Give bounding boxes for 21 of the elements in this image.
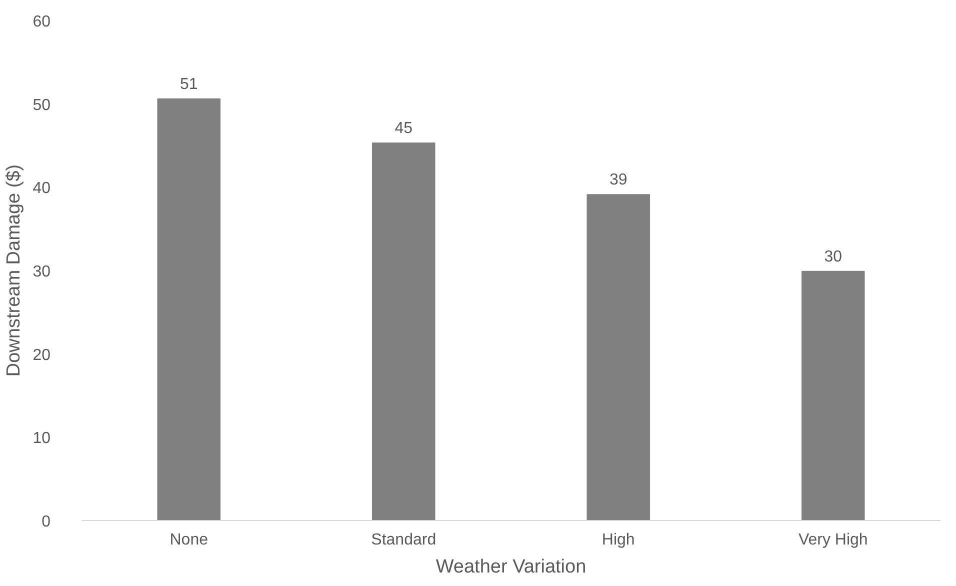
y-tick-label: 40 xyxy=(32,180,51,198)
x-tick-label: None xyxy=(170,532,208,548)
bar xyxy=(372,142,436,520)
y-tick-label: 60 xyxy=(32,14,51,30)
y-tick-label: 50 xyxy=(32,96,51,114)
x-tick-label: High xyxy=(602,532,635,548)
bar xyxy=(586,194,650,520)
bar xyxy=(801,270,865,520)
data-label: 39 xyxy=(609,172,628,189)
y-axis-title: Downstream Damage ($) xyxy=(4,164,25,377)
y-tick-label: 20 xyxy=(32,346,51,364)
y-tick-label: 0 xyxy=(42,514,51,530)
x-tick-label: Very High xyxy=(798,532,868,548)
y-tick-label: 10 xyxy=(32,430,51,448)
x-tick-label: Standard xyxy=(371,532,436,548)
bar xyxy=(157,98,221,520)
y-tick-label: 30 xyxy=(32,264,51,280)
data-label: 51 xyxy=(180,76,198,93)
data-label: 45 xyxy=(394,120,413,137)
data-label: 30 xyxy=(824,248,842,266)
x-axis-title: Weather Variation xyxy=(436,556,586,578)
